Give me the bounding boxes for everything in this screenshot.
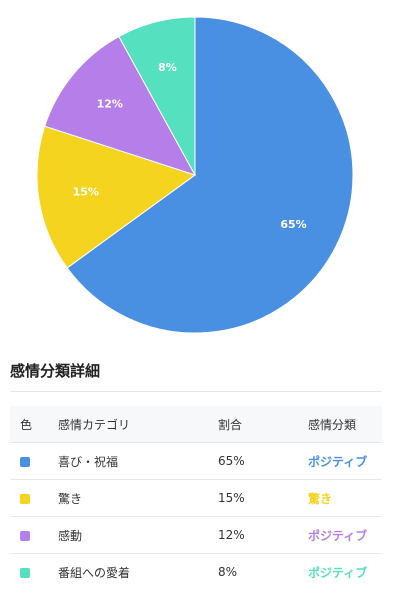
ratio-cell: 8% — [208, 553, 298, 590]
slice-label-2: 12% — [97, 98, 123, 111]
classification-cell: 驚き — [298, 479, 382, 517]
pie-chart-area: 65% 15% 12% 8% — [36, 16, 354, 334]
header-classification: 感情分類 — [308, 417, 357, 432]
category-cell: 喜び・祝福 — [48, 442, 208, 480]
ratio-cell: 12% — [208, 516, 298, 554]
color-cell — [10, 516, 48, 554]
ratio-cell: 65% — [208, 442, 298, 480]
classification-cell: ポジティブ — [298, 553, 382, 590]
emotion-table: 色 感情カテゴリ 割合 感情分類 喜び・祝福 65% ポジティブ 驚き 15% … — [10, 406, 382, 590]
classification-cell: ポジティブ — [298, 442, 382, 480]
header-category: 感情カテゴリ — [58, 417, 131, 432]
category-cell: 感動 — [48, 516, 208, 554]
color-swatch — [20, 493, 30, 504]
pie-chart: 65% 15% 12% 8% — [36, 16, 354, 334]
table-row: 喜び・祝福 65% ポジティブ — [10, 442, 382, 480]
section-title: 感情分類詳細 — [10, 360, 382, 392]
pie-slice-3 — [118, 16, 196, 176]
category-cell: 番組への愛着 — [48, 553, 208, 590]
category-cell: 驚き — [48, 479, 208, 517]
pie-slice-0 — [66, 16, 354, 334]
table-row: 感動 12% ポジティブ — [10, 516, 382, 554]
header-ratio: 割合 — [218, 417, 243, 432]
pie-slice-1 — [36, 125, 197, 269]
slice-label-1: 15% — [73, 185, 99, 198]
table-row: 驚き 15% 驚き — [10, 479, 382, 517]
color-swatch — [20, 456, 30, 467]
classification-cell: ポジティブ — [298, 516, 382, 554]
color-swatch — [20, 567, 30, 578]
color-cell — [10, 479, 48, 517]
emotion-detail-section: 感情分類詳細 色 感情カテゴリ 割合 感情分類 喜び・祝福 65% ポジティブ … — [10, 360, 382, 590]
ratio-cell: 15% — [208, 479, 298, 517]
pie-slice-2 — [44, 35, 197, 176]
table-row: 番組への愛着 8% ポジティブ — [10, 553, 382, 590]
color-swatch — [20, 530, 30, 541]
header-color: 色 — [20, 417, 33, 432]
color-cell — [10, 442, 48, 480]
table-header-row: 色 感情カテゴリ 割合 感情分類 — [10, 406, 382, 443]
color-cell — [10, 553, 48, 590]
slice-label-3: 8% — [158, 61, 177, 74]
slice-label-0: 65% — [280, 218, 306, 231]
